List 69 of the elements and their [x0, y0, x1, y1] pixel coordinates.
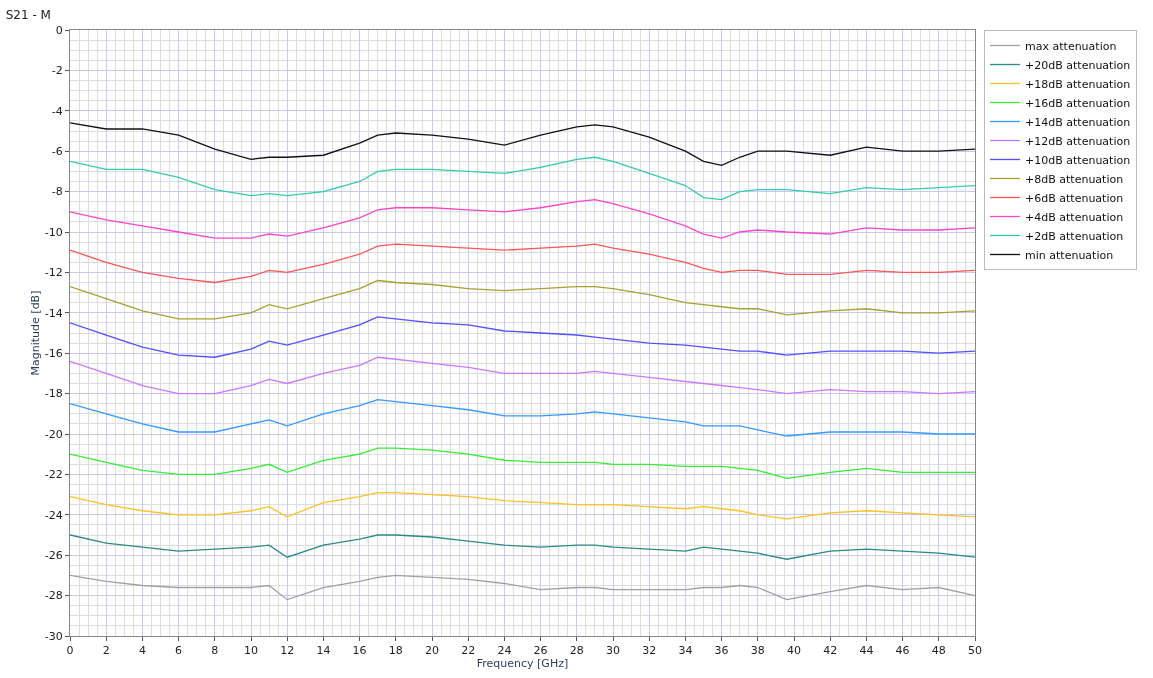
x-tick-label: 6: [175, 644, 183, 658]
x-tick-label: 24: [497, 644, 512, 658]
x-tick-label: 10: [244, 644, 258, 658]
x-tick-label: 2: [102, 644, 110, 658]
chart-title: S21 - M: [5, 7, 51, 22]
y-tick-label: -20: [44, 427, 63, 441]
y-tick-label: -2: [51, 64, 63, 78]
x-tick-label: 16: [352, 644, 367, 658]
x-tick-label: 34: [678, 644, 693, 658]
line-series: [70, 156, 975, 201]
legend-label: +14dB attenuation: [1025, 115, 1131, 129]
legend-label: +4dB attenuation: [1025, 210, 1124, 224]
x-tick-label: 36: [714, 644, 729, 658]
x-tick-label: 12: [280, 644, 295, 658]
line-series: [70, 491, 975, 520]
line-series: [70, 574, 975, 601]
x-tick-label: 38: [750, 644, 765, 658]
x-tick-label: 14: [316, 644, 331, 658]
y-tick-label: -18: [44, 387, 63, 401]
y-tick-label: -28: [44, 589, 63, 603]
x-tick-label: 32: [642, 644, 657, 658]
y-tick-label: -30: [44, 629, 63, 643]
x-tick-label: 18: [388, 644, 403, 658]
x-tick-label: 30: [606, 644, 620, 658]
x-tick-label: 20: [425, 644, 439, 658]
legend-label: +12dB attenuation: [1025, 134, 1131, 148]
y-tick-label: -6: [51, 145, 63, 159]
y-tick-label: -22: [44, 468, 63, 482]
x-tick-label: 48: [931, 644, 946, 658]
line-series: [70, 356, 975, 395]
x-tick-label: 22: [461, 644, 476, 658]
line-series: [70, 399, 975, 437]
y-tick-label: -16: [44, 347, 63, 361]
y-tick-label: -4: [51, 104, 63, 118]
legend-label: +16dB attenuation: [1025, 96, 1131, 110]
x-tick-label: 40: [787, 644, 801, 658]
legend-label: min attenuation: [1025, 248, 1114, 262]
line-series: [70, 447, 975, 480]
x-tick-label: 8: [211, 644, 219, 658]
x-tick-label: 0: [66, 644, 74, 658]
x-tick-label: 4: [138, 644, 146, 658]
x-tick-label: 42: [823, 644, 838, 658]
y-tick-label: -12: [44, 266, 63, 280]
legend-label: +8dB attenuation: [1025, 172, 1124, 186]
legend-label: +10dB attenuation: [1025, 153, 1131, 167]
legend-label: +18dB attenuation: [1025, 77, 1131, 91]
line-series: [70, 122, 975, 166]
y-tick-label: -8: [51, 185, 63, 199]
x-tick-label: 46: [895, 644, 910, 658]
line-series: [70, 534, 975, 560]
legend-label: +20dB attenuation: [1025, 58, 1131, 72]
x-axis-title: Frequency [GHz]: [476, 657, 569, 671]
y-tick-label: 0: [55, 23, 63, 37]
legend-label: +6dB attenuation: [1025, 191, 1124, 205]
line-series: [70, 199, 975, 239]
y-tick-label: -26: [44, 549, 63, 563]
y-axis-title: Magnitude [dB]: [29, 290, 43, 376]
line-series: [70, 279, 975, 320]
x-tick-label: 44: [859, 644, 874, 658]
line-series: [70, 316, 975, 358]
y-tick-label: -10: [44, 225, 63, 239]
y-tick-label: -24: [44, 508, 63, 522]
x-tick-label: 50: [968, 644, 982, 658]
x-tick-label: 26: [533, 644, 548, 658]
y-tick-label: -14: [44, 306, 63, 320]
legend-label: +2dB attenuation: [1025, 229, 1124, 243]
line-series: [70, 243, 975, 284]
x-tick-label: 28: [569, 644, 584, 658]
legend-label: max attenuation: [1025, 39, 1117, 53]
